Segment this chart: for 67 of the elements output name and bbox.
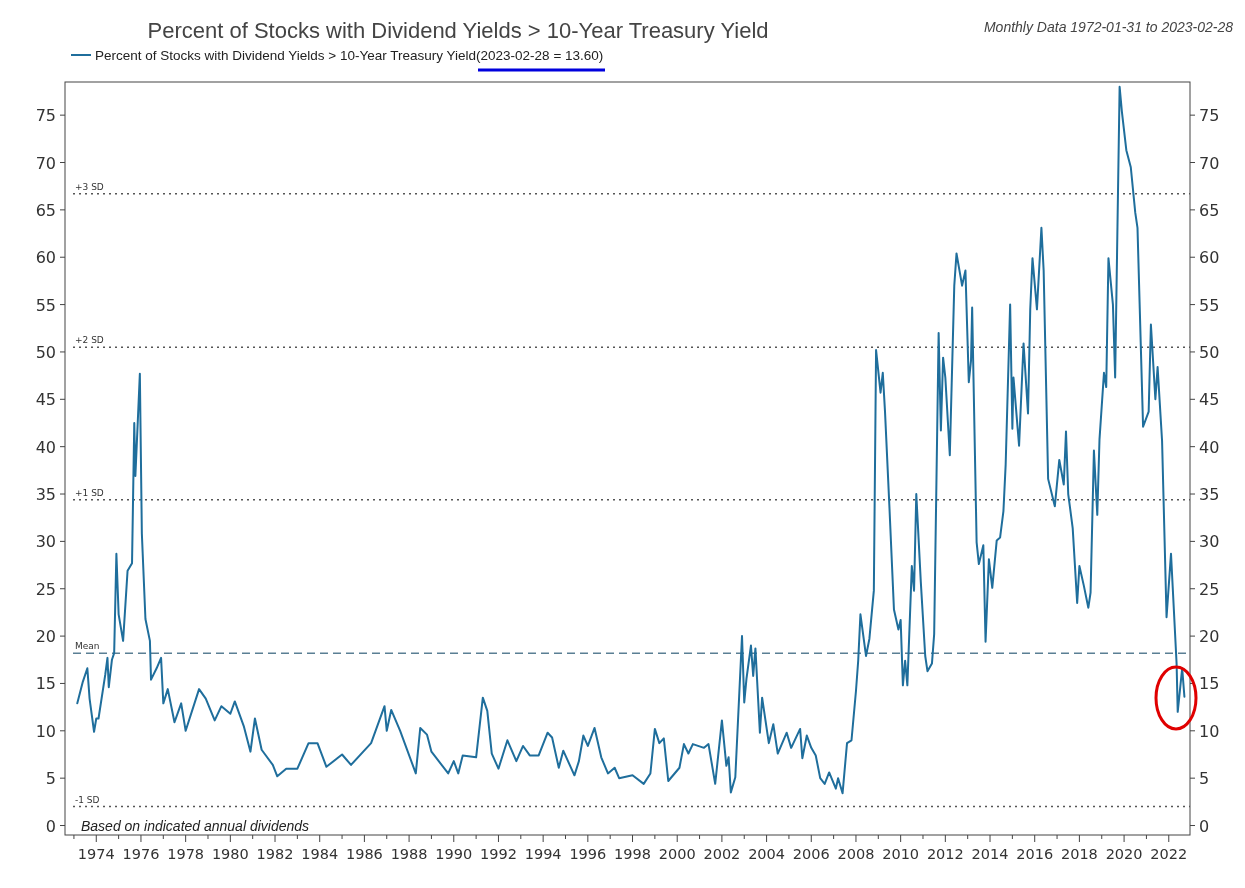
x-tick-label: 1986: [345, 846, 383, 862]
x-tick-label: 2020: [1105, 846, 1143, 862]
y-tick-label: 15: [35, 674, 56, 694]
y2-tick-label: 65: [1199, 200, 1220, 220]
x-tick-label: 1984: [301, 846, 339, 862]
y-tick-label: 60: [35, 248, 56, 268]
x-tick-label: 1990: [435, 846, 473, 862]
y2-tick-label: 55: [1199, 295, 1220, 315]
ref-line-label: -1 SD: [75, 794, 100, 805]
x-tick-label: 1976: [122, 846, 160, 862]
x-tick-label: 1996: [569, 846, 607, 862]
x-tick-label: 1992: [480, 846, 517, 862]
chart-title: Percent of Stocks with Dividend Yields > 10-Year Treasury Yield: [147, 18, 769, 43]
y2-tick-label: 60: [1199, 248, 1220, 268]
chart-subtitle: Monthly Data 1972-01-31 to 2023-02-28: [983, 19, 1234, 35]
x-tick-label: 2002: [703, 846, 741, 862]
x-tick-label: 2022: [1150, 846, 1188, 862]
y2-tick-label: 30: [1199, 532, 1220, 552]
x-tick-label: 2016: [1016, 846, 1054, 862]
y2-tick-label: 45: [1199, 390, 1220, 410]
x-tick-label: 2008: [837, 846, 875, 862]
y-tick-label: 50: [35, 342, 56, 362]
x-tick-label: 1980: [211, 846, 249, 862]
ref-line-label: +2 SD: [75, 335, 104, 346]
x-tick-label: 2004: [748, 846, 786, 862]
ref-line-label: Mean: [75, 641, 100, 652]
x-tick-label: 1978: [167, 846, 205, 862]
x-tick-label: 1994: [524, 846, 562, 862]
y2-tick-label: 75: [1199, 106, 1220, 126]
line-series: [76, 85, 1186, 795]
y-tick-label: 45: [35, 390, 56, 410]
annotation: Based on indicated annual dividends: [81, 818, 310, 834]
y2-tick-label: 70: [1199, 153, 1220, 173]
y-tick-label: 35: [35, 485, 56, 505]
y2-tick-label: 25: [1199, 579, 1220, 599]
x-tick-label: 2018: [1060, 846, 1098, 862]
x-tick-label: 2012: [926, 846, 964, 862]
y-tick-label: 55: [35, 295, 56, 315]
y-tick-label: 40: [35, 437, 56, 457]
ref-line-label: +1 SD: [75, 487, 104, 498]
x-tick-label: 2014: [971, 846, 1009, 862]
legend-label: Percent of Stocks with Dividend Yields > 10-Year Treasury Yield(2023-02-28 = 13.60): [95, 48, 604, 63]
x-tick-label: 1998: [614, 846, 651, 862]
x-tick-label: 1982: [256, 846, 294, 862]
y2-tick-label: 50: [1199, 342, 1220, 362]
y-tick-label: 70: [35, 153, 56, 173]
y-tick-label: 5: [45, 769, 56, 789]
y2-tick-label: 15: [1199, 674, 1220, 694]
x-tick-label: 2000: [658, 846, 696, 862]
y-tick-label: 25: [35, 579, 56, 599]
x-tick-label: 1988: [390, 846, 428, 862]
y-tick-label: 30: [35, 532, 56, 552]
y-tick-label: 10: [35, 721, 56, 741]
x-tick-label: 2010: [882, 846, 920, 862]
y2-tick-label: 10: [1199, 721, 1220, 741]
y2-tick-label: 5: [1199, 769, 1210, 789]
y2-tick-label: 0: [1199, 816, 1210, 836]
y-tick-label: 0: [45, 816, 56, 836]
ref-line-label: +3 SD: [75, 181, 104, 192]
y2-tick-label: 35: [1199, 485, 1220, 505]
x-tick-label: 1974: [77, 846, 115, 862]
y2-tick-label: 40: [1199, 437, 1220, 457]
y-tick-label: 65: [35, 200, 56, 220]
y-tick-label: 20: [35, 627, 56, 647]
y-tick-label: 75: [35, 106, 56, 126]
y2-tick-label: 20: [1199, 627, 1220, 647]
x-tick-label: 2006: [792, 846, 830, 862]
